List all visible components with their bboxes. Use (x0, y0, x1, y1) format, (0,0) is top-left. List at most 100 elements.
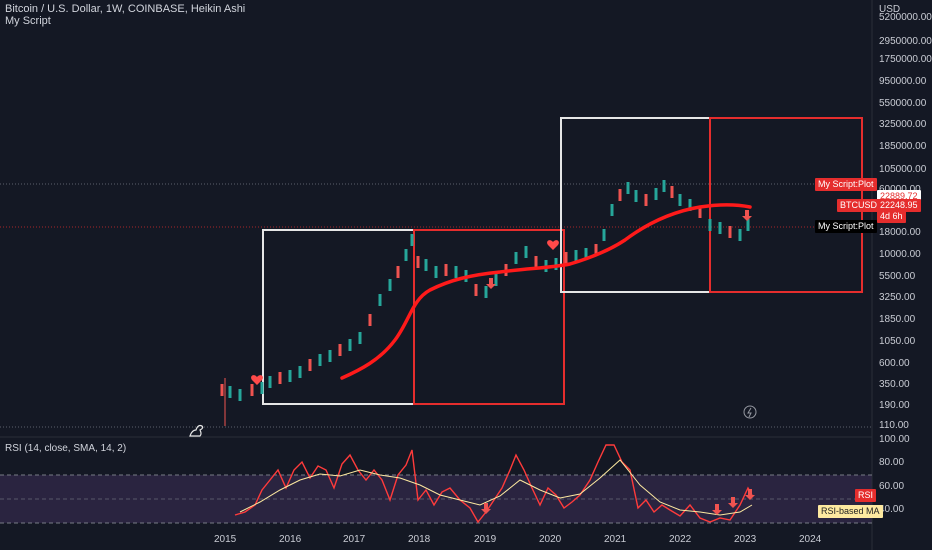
my-script-plot-label-2: My Script:Plot (815, 220, 877, 233)
candle (618, 189, 622, 201)
price-tick-label: 550000.00 (879, 98, 927, 109)
candle (250, 384, 254, 396)
indicator-title[interactable]: My Script (5, 15, 51, 27)
rsi-down-marker-icon (712, 504, 722, 515)
rsi-tick-label: 100.00 (879, 434, 910, 445)
time-tick-label: 2024 (799, 534, 822, 545)
candle (662, 180, 666, 192)
candle (654, 188, 658, 200)
rsi-lines-group (234, 444, 753, 524)
price-tick-label: 60000.00 (879, 184, 921, 195)
price-tick-label: 190.00 (879, 400, 910, 411)
price-tick-label: 110.00 (879, 420, 909, 431)
btcusd-label: BTCUSD (837, 199, 881, 212)
candle (574, 250, 578, 262)
time-tick-label: 2019 (474, 534, 497, 545)
candle (564, 252, 568, 264)
candle (718, 222, 722, 234)
candle (708, 219, 712, 231)
price-tick-label: 185000.00 (879, 141, 927, 152)
rsi-indicator-title[interactable]: RSI (14, close, SMA, 14, 2) (5, 443, 127, 454)
rsi-down-marker-icon (481, 503, 491, 514)
candle (514, 252, 518, 264)
tradingview-logo-icon[interactable] (189, 424, 204, 437)
countdown-label: 4d 6h (877, 210, 906, 223)
candle (434, 266, 438, 278)
rsi-based-ma-label: RSI-based MA (818, 505, 883, 518)
candle (338, 344, 342, 356)
rsi-tick-label: 40.00 (879, 504, 905, 515)
price-tick-label: 2950000.00 (879, 36, 932, 47)
heart-icon (547, 240, 559, 250)
price-tick-label: 18000.00 (879, 227, 921, 238)
rsi-tick-label: 60.00 (879, 481, 905, 492)
candle (424, 259, 428, 271)
price-tick-label: 1850.00 (879, 314, 916, 325)
heart-icon (251, 375, 263, 385)
candle (368, 314, 372, 326)
candle (268, 376, 272, 388)
price-tick-label: 5500.00 (879, 271, 916, 282)
price-tick-label: 1750000.00 (879, 54, 932, 65)
candle (260, 382, 264, 394)
time-tick-label: 2015 (214, 534, 237, 545)
candle (634, 190, 638, 202)
time-tick-label: 2021 (604, 534, 627, 545)
candle (738, 229, 742, 241)
candle (494, 274, 498, 286)
price-tick-label: 950000.00 (879, 76, 927, 87)
candle (396, 266, 400, 278)
candle (594, 244, 598, 256)
rsi-ma-line (239, 459, 753, 516)
price-tick-label: 350.00 (879, 379, 910, 390)
my-script-plot-line (340, 203, 752, 380)
candle (534, 256, 538, 268)
candle (474, 284, 478, 296)
candle (728, 226, 732, 238)
rsi-down-marker-icon (745, 489, 755, 500)
candle (626, 182, 630, 194)
candle (278, 372, 282, 384)
price-tick-label: 105000.00 (879, 164, 927, 175)
candle (288, 370, 292, 382)
candle (554, 258, 558, 270)
red-box-1 (413, 229, 565, 405)
candle (410, 234, 414, 246)
candle (348, 339, 352, 351)
rsi-down-marker-icon (728, 497, 738, 508)
candle (644, 194, 648, 206)
candle (404, 249, 408, 261)
candle (484, 286, 488, 298)
candle (308, 359, 312, 371)
candle (358, 332, 362, 344)
candle (378, 294, 382, 306)
candle (610, 204, 614, 216)
down-marker-icon (742, 210, 752, 221)
candle (670, 186, 674, 198)
white-box-1 (262, 229, 415, 405)
my-script-plot-label-1: My Script:Plot (815, 178, 877, 191)
candle (238, 389, 242, 401)
candles-group (220, 180, 750, 426)
time-tick-label: 2017 (343, 534, 366, 545)
candle (416, 256, 420, 268)
price-tick-label: 10000.00 (879, 249, 921, 260)
candle (746, 219, 750, 231)
candle (698, 206, 702, 218)
price-axis-currency: USD (879, 4, 901, 15)
candle (298, 366, 302, 378)
candle (318, 354, 322, 366)
price-tick-label: 325000.00 (879, 119, 927, 130)
price-tick-label: 5200000.00 (879, 12, 932, 23)
price-tick-label: 1050.00 (879, 336, 916, 347)
symbol-title[interactable]: Bitcoin / U.S. Dollar, 1W, COINBASE, Hei… (5, 3, 246, 15)
candle (388, 279, 392, 291)
candle (328, 350, 332, 362)
time-tick-label: 2016 (279, 534, 302, 545)
time-tick-label: 2023 (734, 534, 757, 545)
lightning-icon[interactable] (743, 405, 757, 419)
rsi-label: RSI (855, 489, 877, 502)
rsi-tick-label: 80.00 (879, 457, 905, 468)
